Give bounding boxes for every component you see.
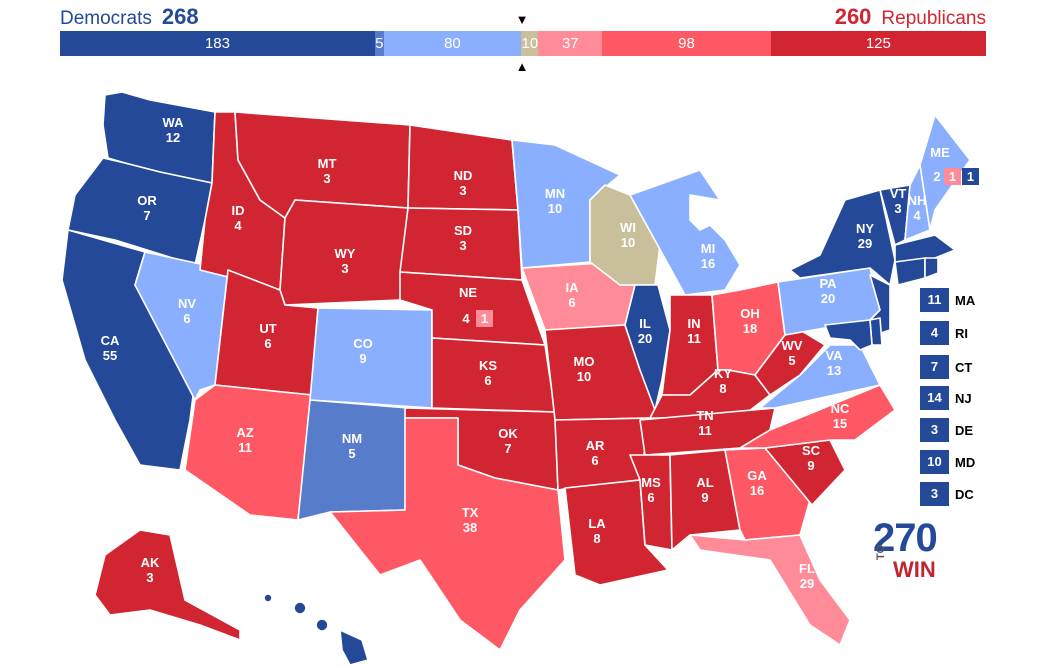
bar-segment-safe-dem[interactable]: 183 <box>60 31 375 56</box>
state-label-az: AZ 11 <box>236 425 253 455</box>
me-district-2-label: 1 <box>967 169 974 184</box>
bar-segment-likely-rep[interactable]: 125 <box>770 31 986 56</box>
state-md[interactable] <box>824 319 873 351</box>
state-label-ga: GA 16 <box>747 468 767 498</box>
small-state-ri[interactable]: 4 RI <box>920 321 968 345</box>
democrats-label: Democrats <box>60 8 152 29</box>
bar-segment-likely-dem[interactable]: 5 <box>374 31 384 56</box>
small-state-de[interactable]: 3 DE <box>920 418 973 442</box>
state-label-wi: WI 10 <box>620 220 636 250</box>
state-label-mo: MO 10 <box>574 354 595 384</box>
state-ev-me: 2 <box>933 169 940 184</box>
state-label-mt: MT 3 <box>318 156 337 186</box>
state-label-al: AL 9 <box>696 475 713 505</box>
state-label-ca: CA 55 <box>101 333 120 363</box>
state-label-la: LA 8 <box>588 516 606 546</box>
bar-segment-lean-rep[interactable]: 98 <box>602 31 771 56</box>
state-label-mn: MN 10 <box>545 186 565 216</box>
hi-island-1 <box>263 593 273 603</box>
hi-island-big <box>339 629 369 666</box>
state-or[interactable] <box>67 157 213 266</box>
state-label-me: ME <box>930 145 950 160</box>
state-hi[interactable] <box>263 593 369 666</box>
state-label-fl: FL 29 <box>799 561 815 591</box>
state-ri[interactable] <box>924 257 939 279</box>
state-label-il: IL 20 <box>638 316 652 346</box>
state-fl[interactable] <box>689 534 851 646</box>
state-label-oh: OH 18 <box>740 306 760 336</box>
state-label-va: VA 13 <box>825 348 843 378</box>
state-label-ar: AR 6 <box>586 438 605 468</box>
state-label-nv: NV 6 <box>178 296 196 326</box>
state-label-wa: WA 12 <box>163 115 185 145</box>
state-label-in: IN 11 <box>687 316 701 346</box>
state-ct[interactable] <box>894 257 926 286</box>
small-state-nj[interactable]: 14 NJ <box>920 386 972 410</box>
me-district-box-2[interactable] <box>962 168 979 185</box>
state-ny[interactable] <box>789 189 896 286</box>
state-label-ok: OK 7 <box>498 426 518 456</box>
state-label-co: CO 9 <box>353 336 373 366</box>
hi-island-2 <box>293 601 307 615</box>
state-nc[interactable] <box>739 384 896 449</box>
midpoint-marker-down-icon: ▼ <box>515 12 529 27</box>
republicans-label: Republicans <box>881 8 986 29</box>
state-label-or: OR 7 <box>137 193 157 223</box>
small-state-ct[interactable]: 7 CT <box>920 355 972 379</box>
state-label-nh: NH 4 <box>908 193 927 223</box>
state-label-nc: NC 15 <box>831 401 850 431</box>
state-label-wy: WY 3 <box>335 246 356 276</box>
state-ev-ne: 4 <box>462 311 470 326</box>
state-label-tn: TN 11 <box>696 408 713 438</box>
me-district-box-1[interactable] <box>944 168 961 185</box>
state-label-ms: MS 6 <box>641 475 661 505</box>
state-label-ia: IA 6 <box>566 280 580 310</box>
electoral-vote-bar: 183 5 80 10 37 98 125 <box>60 31 986 56</box>
democrats-header: Democrats 268 <box>60 4 199 30</box>
ne-district-label: 1 <box>481 311 488 326</box>
state-label-ks: KS 6 <box>479 358 497 388</box>
bar-segment-lean-dem[interactable]: 80 <box>383 31 522 56</box>
state-label-sc: SC 9 <box>802 443 821 473</box>
state-ma[interactable] <box>894 234 956 263</box>
state-label-wv: WV 5 <box>782 338 803 368</box>
270towin-logo[interactable]: 270 TO WIN <box>873 516 938 582</box>
state-label-id: ID 4 <box>232 203 245 233</box>
state-ar[interactable] <box>554 417 651 491</box>
hi-island-3 <box>315 618 329 632</box>
state-label-ny: NY 29 <box>856 221 874 251</box>
state-label-pa: PA 20 <box>819 276 837 306</box>
ne-district-box[interactable] <box>476 310 493 327</box>
me-district-1-label: 1 <box>949 169 956 184</box>
republicans-header: 260 Republicans <box>835 4 986 30</box>
state-label-ak: AK 3 <box>141 555 160 585</box>
state-tx[interactable] <box>329 417 566 651</box>
small-state-md[interactable]: 10 MD <box>920 450 975 474</box>
state-label-hi: HI 4 <box>316 628 329 658</box>
state-label-mi: MI 16 <box>701 241 715 271</box>
state-co[interactable] <box>309 307 433 409</box>
bar-segment-tossup[interactable]: 10 <box>521 31 539 56</box>
state-label-ut: UT 6 <box>259 321 276 351</box>
bar-segment-tilt-rep[interactable]: 37 <box>538 31 603 56</box>
state-mi[interactable] <box>629 169 741 296</box>
state-ak[interactable] <box>94 529 241 641</box>
state-label-nm: NM 5 <box>342 431 362 461</box>
state-ks[interactable] <box>431 337 556 413</box>
state-label-tx: TX 38 <box>462 505 479 535</box>
state-ms[interactable] <box>629 454 673 551</box>
midpoint-marker-up-icon: ▲ <box>515 59 529 74</box>
democrats-total: 268 <box>161 4 199 29</box>
state-al[interactable] <box>669 449 741 551</box>
small-state-dc[interactable]: 3 DC <box>920 482 974 506</box>
state-label-nd: ND 3 <box>454 168 473 198</box>
state-label-sd: SD 3 <box>454 223 472 253</box>
republicans-total: 260 <box>834 4 872 29</box>
small-state-ma[interactable]: 11 MA <box>920 288 975 312</box>
state-label-ky: KY 8 <box>714 366 732 396</box>
state-label-vt: VT 3 <box>890 186 907 216</box>
state-label-ne: NE <box>459 285 477 300</box>
